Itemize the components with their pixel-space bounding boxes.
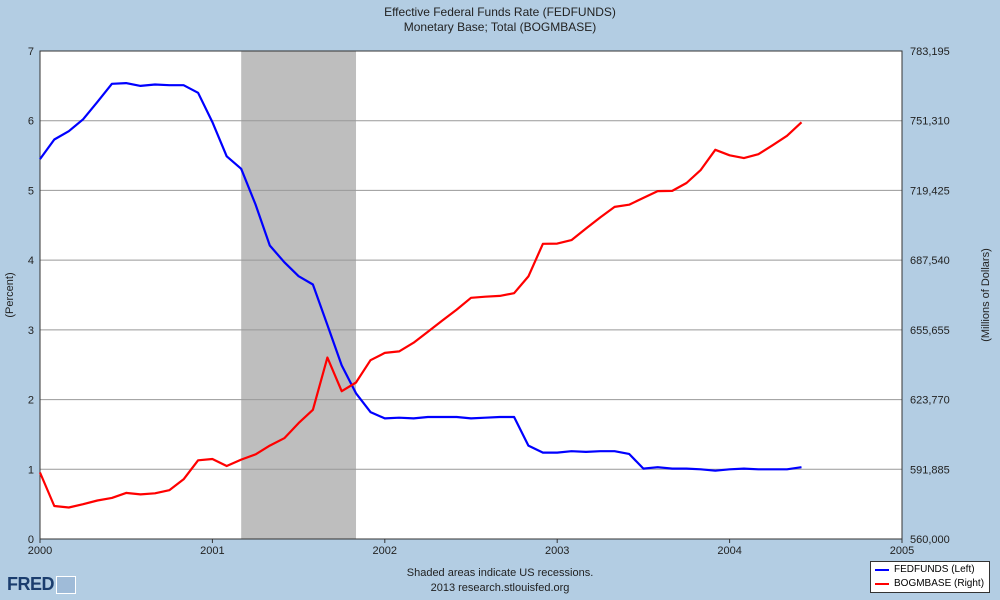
right-tick-label-7: 783,195: [910, 46, 950, 58]
left-axis-label: (Percent): [4, 272, 16, 317]
right-tick-label-5: 719,425: [910, 185, 950, 197]
left-tick-label-4: 4: [28, 255, 34, 267]
fred-logo[interactable]: FRED: [7, 574, 76, 595]
plot-area: [40, 51, 902, 539]
right-tick-label-2: 623,770: [910, 395, 950, 407]
left-tick-label-5: 5: [28, 185, 34, 197]
x-tick-label-5: 2005: [890, 545, 914, 557]
x-tick-label-0: 2000: [28, 545, 52, 557]
x-tick-label-2: 2002: [373, 545, 397, 557]
chart-title: Effective Federal Funds Rate (FEDFUNDS) …: [0, 5, 1000, 35]
logo-text: FRED: [7, 574, 55, 594]
legend-label-bogmbase: BOGMBASE (Right): [894, 578, 985, 589]
left-tick-label-0: 0: [28, 534, 34, 546]
right-tick-label-0: 560,000: [910, 534, 950, 546]
recession-band-0: [241, 51, 357, 539]
fred-chart-icon: [56, 575, 76, 594]
legend-item-fedfunds: FEDFUNDS (Left): [875, 563, 989, 576]
right-axis-label: (Millions of Dollars): [980, 248, 992, 342]
right-tick-label-3: 655,655: [910, 325, 950, 337]
left-tick-label-7: 7: [28, 46, 34, 58]
legend-item-bogmbase: BOGMBASE (Right): [875, 577, 989, 590]
legend: FEDFUNDS (Left) BOGMBASE (Right): [870, 561, 990, 593]
x-tick-label-4: 2004: [717, 545, 741, 557]
plot-border: [39, 50, 903, 540]
right-tick-label-1: 591,885: [910, 464, 950, 476]
left-tick-label-1: 1: [28, 464, 34, 476]
legend-swatch-fedfunds: [875, 568, 889, 571]
right-tick-label-6: 751,310: [910, 116, 950, 128]
bogmbase-line: [38, 121, 803, 509]
recession-note: Shaded areas indicate US recessions.: [406, 567, 594, 579]
legend-label-fedfunds: FEDFUNDS (Left): [894, 564, 975, 575]
right-tick-label-4: 687,540: [910, 255, 950, 267]
title-line-2: Monetary Base; Total (BOGMBASE): [403, 20, 597, 34]
x-tick-label-1: 2001: [200, 545, 224, 557]
x-tick-label-3: 2003: [545, 545, 569, 557]
title-line-1: Effective Federal Funds Rate (FEDFUNDS): [384, 5, 616, 19]
fedfunds-line: [39, 81, 802, 472]
left-tick-label-6: 6: [28, 116, 34, 128]
chart-footer: Shaded areas indicate US recessions. 201…: [0, 566, 1000, 596]
left-tick-label-3: 3: [28, 325, 34, 337]
left-tick-label-2: 2: [28, 395, 34, 407]
legend-swatch-bogmbase: [875, 582, 889, 585]
source-note: 2013 research.stlouisfed.org: [430, 582, 570, 594]
